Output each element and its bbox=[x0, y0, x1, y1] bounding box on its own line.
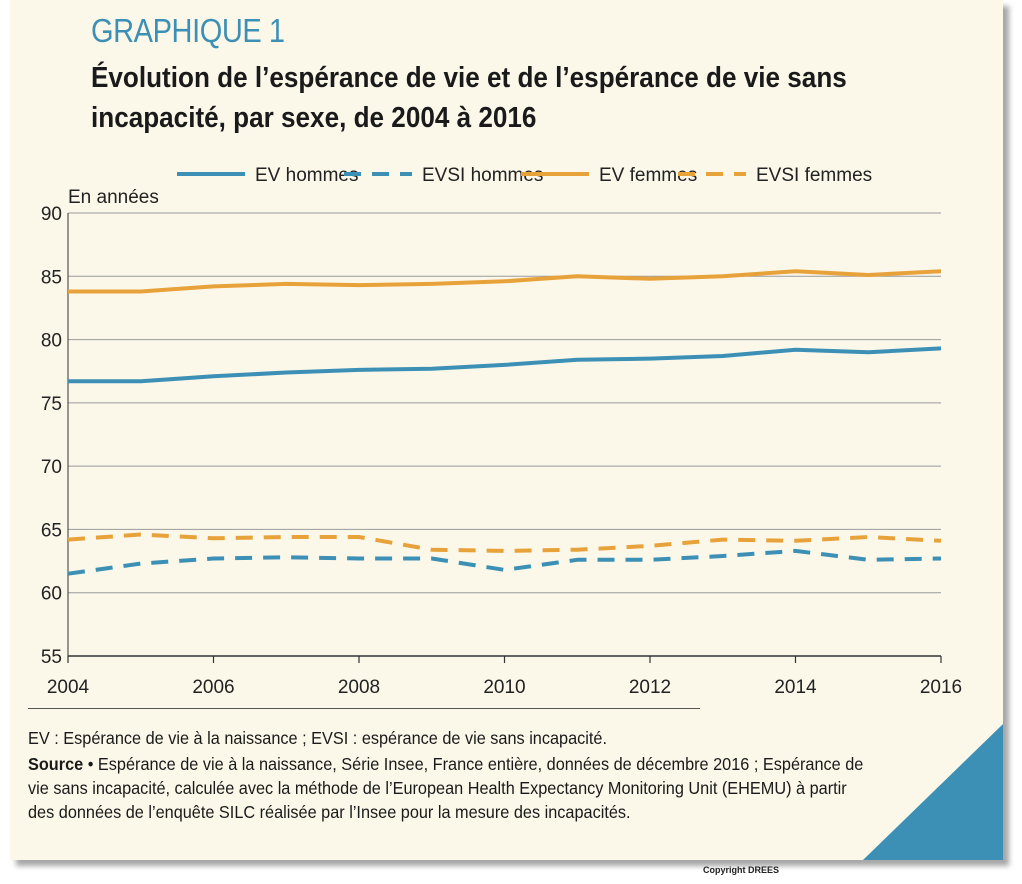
series-line-evsi-femmes bbox=[67, 532, 942, 553]
chart-series bbox=[67, 269, 942, 576]
series-line-evsi-hommes bbox=[67, 548, 942, 576]
notes-divider bbox=[28, 708, 700, 709]
legend-label: EV hommes bbox=[255, 165, 358, 186]
definitions-note: EV : Espérance de vie à la naissance ; E… bbox=[28, 728, 608, 748]
source-label: Source bbox=[28, 754, 84, 774]
y-tick-label: 90 bbox=[41, 204, 62, 225]
x-tick-label: 2012 bbox=[629, 677, 671, 698]
figure-panel bbox=[10, 0, 1003, 860]
source-note: Source • Espérance de vie à la naissance… bbox=[28, 752, 865, 824]
legend-label: EV femmes bbox=[599, 165, 697, 186]
y-tick-label: 75 bbox=[41, 394, 62, 415]
legend-label: EVSI femmes bbox=[756, 165, 872, 186]
figure-notes: EV : Espérance de vie à la naissance ; E… bbox=[28, 726, 865, 826]
legend-label: EVSI hommes bbox=[422, 165, 543, 186]
x-tick-label: 2006 bbox=[192, 677, 234, 698]
y-tick-label: 85 bbox=[41, 267, 62, 288]
y-tick-label: 80 bbox=[41, 331, 62, 352]
x-tick-label: 2016 bbox=[920, 677, 962, 698]
source-text: Espérance de vie à la naissance, Série I… bbox=[28, 754, 864, 822]
source-bullet: • bbox=[83, 754, 98, 774]
y-tick-label: 55 bbox=[41, 647, 62, 668]
chart-legend: EV hommes EVSI hommes EV femmes EVSI femmes bbox=[177, 165, 872, 186]
y-axis-label: En années bbox=[68, 187, 159, 208]
copyright-text: Copyright DREES bbox=[703, 865, 780, 875]
figure-kicker: GRAPHIQUE 1 bbox=[91, 12, 285, 49]
y-tick-label: 65 bbox=[41, 520, 62, 541]
figure-title: Évolution de l’espérance de vie et de l’… bbox=[91, 62, 847, 134]
x-tick-label: 2014 bbox=[774, 677, 817, 698]
y-tick-label: 60 bbox=[41, 584, 62, 605]
y-tick-label: 70 bbox=[41, 457, 62, 478]
corner-triangle-decoration bbox=[863, 724, 1003, 860]
x-tick-label: 2004 bbox=[47, 677, 90, 698]
x-tick-label: 2010 bbox=[483, 677, 525, 698]
y-axis: 55 60 65 70 75 80 85 90 bbox=[41, 204, 69, 668]
x-tick-label: 2008 bbox=[338, 677, 380, 698]
x-axis: 2004 2006 2008 2010 2012 2014 2016 bbox=[47, 656, 962, 698]
